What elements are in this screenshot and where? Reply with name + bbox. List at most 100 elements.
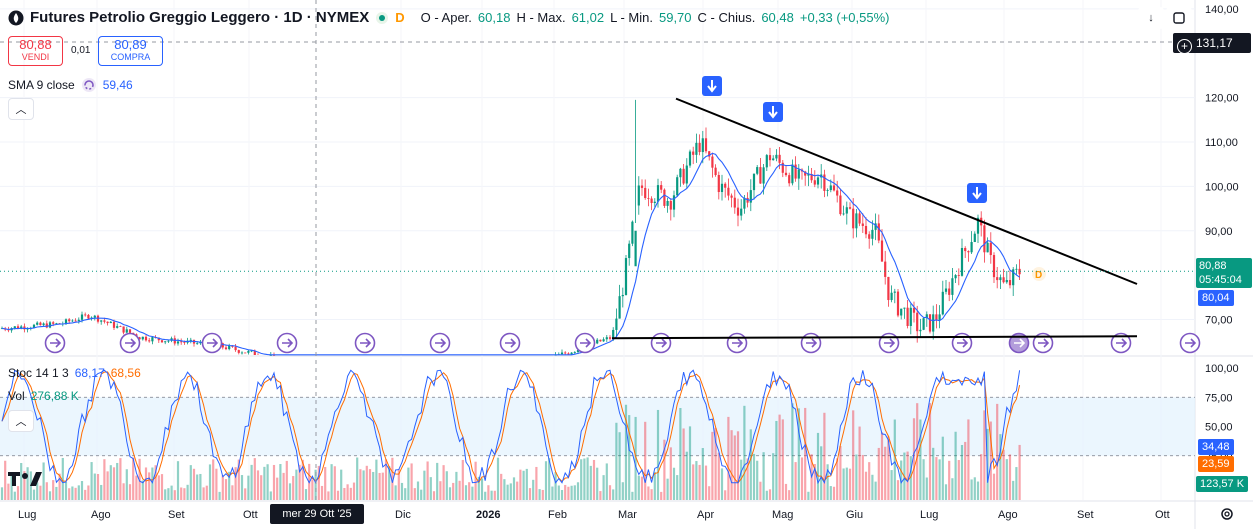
candle-body [615,318,618,330]
arrow-down-button[interactable]: ↓ [1138,7,1164,29]
volume-bar [196,474,199,500]
add-alert-icon[interactable]: + [1177,39,1192,54]
volume-bar [976,481,980,500]
candle-body [759,167,762,184]
price-tick-label: 100,00 [1205,181,1239,193]
candle-body [717,175,720,193]
candle-body [791,164,794,184]
candle-body [906,307,909,326]
candle-body [128,329,132,333]
volume-bar [362,470,365,500]
candle-body [180,341,183,343]
candle-body [240,352,244,354]
volume-bar [653,471,656,500]
volume-bar [138,458,141,500]
volume-bar [964,441,967,500]
time-tick-label: Mar [618,509,637,521]
low-label: L - Min. [610,10,653,25]
tradingview-logo-icon [8,472,42,486]
volume-bar [125,469,128,500]
event-marker-icon [354,332,376,354]
volume-bar [426,461,429,500]
candle-body [634,230,637,267]
volume-bar [106,471,109,500]
time-tick-label: 2026 [476,509,500,521]
down-arrow-marker-icon [763,102,783,122]
volume-bar [887,436,890,500]
time-tick-label: Apr [697,509,714,521]
settings-button[interactable] [1219,506,1235,525]
stoch-d-line [1,371,1021,484]
volume-bar [464,485,468,500]
buy-label: COMPRA [110,52,151,62]
sma-legend[interactable]: SMA 9 close 59,46 [8,77,133,93]
volume-bar [708,486,711,500]
sell-label: VENDI [21,52,50,62]
volume-bar [570,485,573,500]
fullscreen-button[interactable] [1166,7,1192,29]
time-tick-label: Mag [772,509,793,521]
volume-bar [96,474,100,500]
candle-body [656,185,660,202]
candle-body [832,185,836,191]
volume-bar [461,459,464,500]
volume-bar [592,459,596,500]
volume-bar [944,484,948,500]
candle-body [896,291,900,316]
volume-bar [58,473,61,500]
support-trendline [611,335,1138,340]
candle-body [884,261,887,277]
volume-bar [800,457,804,500]
candle-body [167,340,170,342]
volume-bar [864,471,868,500]
candle-body [148,340,151,342]
volume-bar [436,462,439,500]
candle-body [141,336,144,340]
volume-bar [890,470,893,500]
volume-bar [282,472,285,500]
volume-bar [957,460,960,500]
candle-body [970,241,973,253]
sma-settings-icon[interactable] [81,77,97,93]
market-status-icon[interactable] [375,11,389,25]
collapse-legend-button[interactable]: ︿ [8,98,34,120]
volume-bar [544,461,548,500]
volume-bar [64,482,68,500]
volume-bar [119,458,122,500]
volume-bar [528,488,532,500]
vol-legend[interactable]: Vol 276,88 K [8,389,79,403]
volume-bar [666,478,669,500]
candle-body [941,291,944,315]
candle-body [1008,280,1012,286]
volume-bar [365,465,368,500]
tradingview-logo[interactable] [8,468,44,491]
volume-bar [13,491,16,500]
candle-body [960,247,964,276]
sma-value: 59,46 [102,78,133,92]
volume-bar [333,466,336,500]
symbol-title[interactable]: Futures Petrolio Greggio Leggero · 1D · … [30,9,370,26]
collapse-stoch-button[interactable]: ︿ [8,410,34,432]
candle-body [756,167,759,174]
candle-body [864,225,868,235]
resistance-trendline [675,97,1138,285]
chart-header: Futures Petrolio Greggio Leggero · 1D · … [8,9,890,26]
volume-bar [484,491,487,500]
volume-bar [948,460,951,500]
candle-body [909,307,912,326]
volume-bar [45,482,48,500]
volume-bar [154,465,157,500]
volume-bar [39,485,42,500]
buy-button[interactable]: 80,89 COMPRA [98,36,163,66]
ticker-logo-icon [8,10,24,25]
sell-button[interactable]: 80,88 VENDI [8,36,63,66]
volume-bar [400,482,404,500]
volume-bar [823,412,826,500]
volume-bar [93,473,96,500]
stoch-legend[interactable]: Stoc 14 1 3 68,17 68,56 [8,366,141,380]
volume-bar [848,468,852,500]
status-badge[interactable]: D [395,10,405,25]
candle-body [804,171,807,176]
